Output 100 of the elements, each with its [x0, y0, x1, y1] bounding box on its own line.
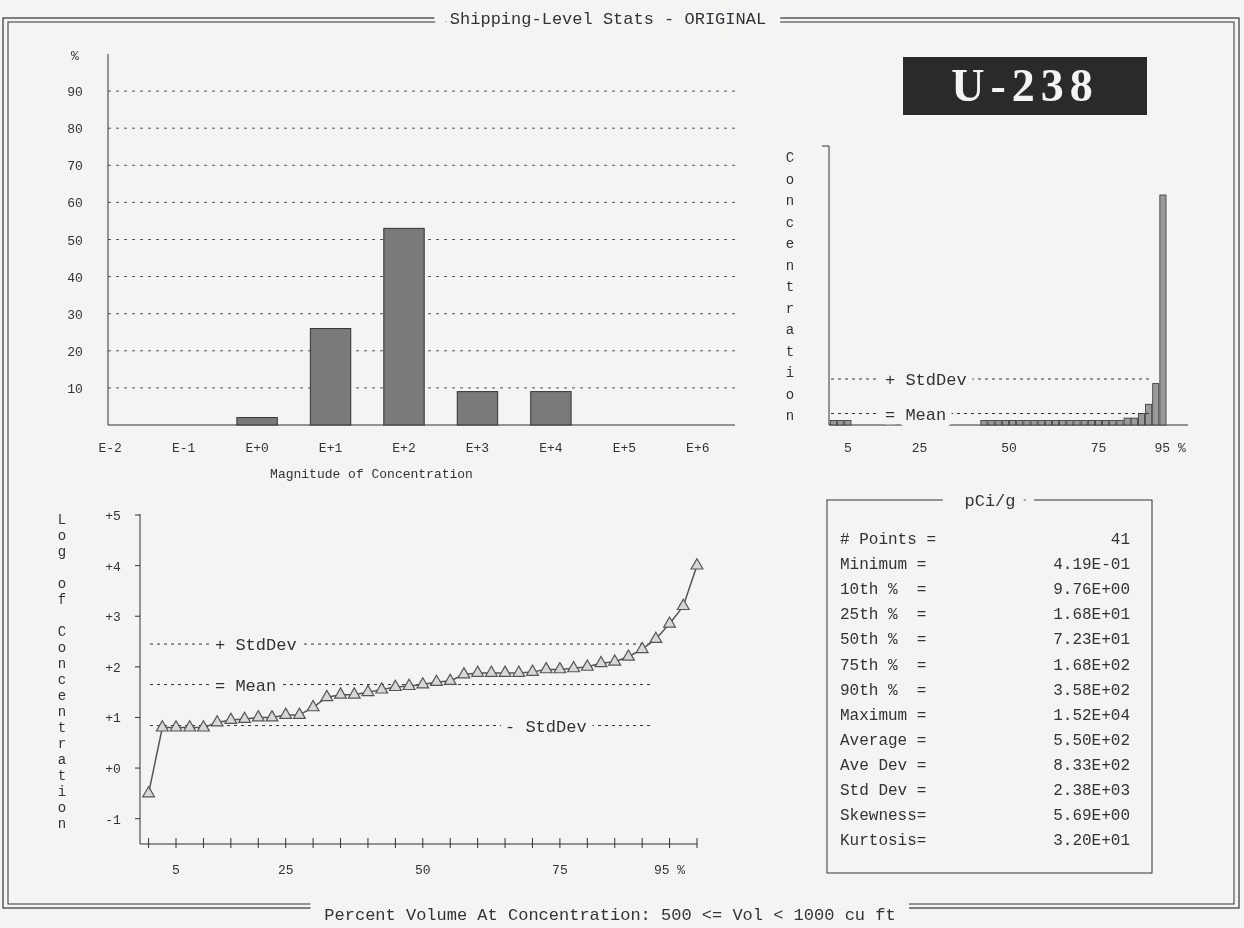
text: 41	[1110, 531, 1130, 549]
point	[539, 661, 553, 674]
point	[142, 785, 156, 798]
x-tick-label: 50	[415, 863, 431, 878]
point	[183, 720, 197, 732]
point	[553, 661, 567, 674]
point	[402, 678, 416, 691]
text: 2.38E+03	[1053, 782, 1130, 800]
x-tick-label: E-2	[98, 441, 122, 456]
text: 5.50E+02	[1053, 731, 1130, 750]
y-tick-label: 20	[67, 344, 83, 360]
text: 1.68E+01	[1053, 606, 1130, 625]
point	[416, 677, 430, 689]
x-tick-label: E+2	[392, 441, 416, 456]
point	[430, 674, 443, 687]
point	[443, 673, 457, 686]
x-tick-label: 75	[1090, 441, 1107, 456]
point	[155, 720, 169, 732]
ref-line-label: - StdDev	[505, 717, 587, 737]
text: Std Dev =	[840, 782, 927, 800]
point	[457, 667, 471, 679]
point	[361, 684, 375, 697]
y-tick-label: 80	[67, 122, 83, 138]
y-tick-label: 90	[67, 85, 83, 101]
x-tick-label: 95 %	[653, 863, 686, 878]
ref-line-label: = Mean	[885, 405, 947, 425]
y-tick-label: +0	[105, 762, 121, 778]
y-tick-label: 40	[67, 270, 83, 286]
point	[690, 558, 704, 570]
text: 10th % =	[840, 581, 927, 600]
y-tick-label: +1	[105, 711, 121, 727]
point	[306, 699, 320, 712]
point	[388, 679, 402, 692]
y-tick-label: +5	[105, 509, 121, 524]
text: Average =	[840, 731, 927, 750]
x-tick-label: 5	[172, 863, 180, 878]
point	[279, 707, 293, 719]
text: Kurtosis=	[840, 832, 927, 851]
text: Skewness=	[840, 807, 927, 826]
ref-line-label: + StdDev	[885, 371, 967, 390]
text: 75th % =	[840, 656, 927, 675]
x-tick-label: E+4	[539, 441, 563, 456]
point	[224, 712, 238, 724]
y-tick-label: 50	[67, 233, 83, 249]
text: Minimum =	[840, 556, 927, 575]
text: 90th % =	[840, 681, 927, 700]
point	[471, 665, 485, 677]
x-axis-title: Magnitude of Concentration	[270, 467, 473, 482]
text: # Points =	[840, 531, 937, 549]
text: 25th % =	[840, 606, 927, 625]
point	[580, 659, 594, 671]
point	[210, 715, 224, 727]
x-tick-label: 5	[843, 441, 852, 456]
x-tick-label: 95 %	[1154, 441, 1186, 456]
y-tick-label: 10	[67, 381, 83, 397]
chart-title: U-238	[951, 60, 1099, 111]
text: 1.68E+02	[1053, 656, 1130, 675]
point	[292, 707, 306, 719]
point	[567, 660, 581, 673]
point	[608, 654, 622, 666]
point	[498, 665, 512, 677]
text: Concentration	[785, 150, 795, 424]
point	[320, 689, 334, 702]
point	[238, 711, 252, 723]
point	[347, 687, 361, 699]
ref-line-label: + StdDev	[215, 636, 297, 656]
text: 3.20E+01	[1053, 832, 1130, 851]
x-tick-label: E-1	[171, 441, 196, 456]
point	[663, 616, 677, 628]
y-tick-label: +2	[105, 660, 121, 676]
text: 50th % =	[840, 631, 927, 650]
x-tick-label: E+3	[465, 441, 490, 456]
point	[676, 598, 690, 611]
point	[169, 720, 183, 732]
y-tick-label: 60	[67, 196, 83, 212]
x-tick-label: 25	[277, 863, 294, 878]
text: 5.69E+00	[1053, 807, 1130, 826]
point	[594, 655, 608, 668]
point	[649, 631, 663, 644]
text: 9.76E+00	[1053, 581, 1130, 600]
text: 8.33E+02	[1053, 756, 1130, 775]
point	[484, 665, 498, 677]
y-tick-label: 70	[67, 159, 83, 175]
point	[251, 710, 265, 722]
point	[196, 720, 210, 732]
text: 4.19E-01	[1053, 556, 1130, 575]
point	[635, 641, 649, 654]
text: 7.23E+01	[1053, 631, 1130, 650]
point	[265, 710, 279, 722]
point	[621, 649, 635, 661]
x-tick-label: 25	[911, 441, 928, 456]
ref-line-label: = Mean	[215, 676, 277, 696]
point	[334, 687, 348, 699]
x-tick-label: E+6	[686, 441, 710, 456]
text: Log of Concentration	[57, 512, 67, 832]
text: Maximum =	[840, 706, 927, 725]
y-tick-label: 30	[67, 307, 83, 323]
x-tick-label: E+1	[318, 441, 343, 456]
text: Ave Dev =	[840, 756, 927, 775]
x-tick-label: E+5	[612, 441, 637, 456]
